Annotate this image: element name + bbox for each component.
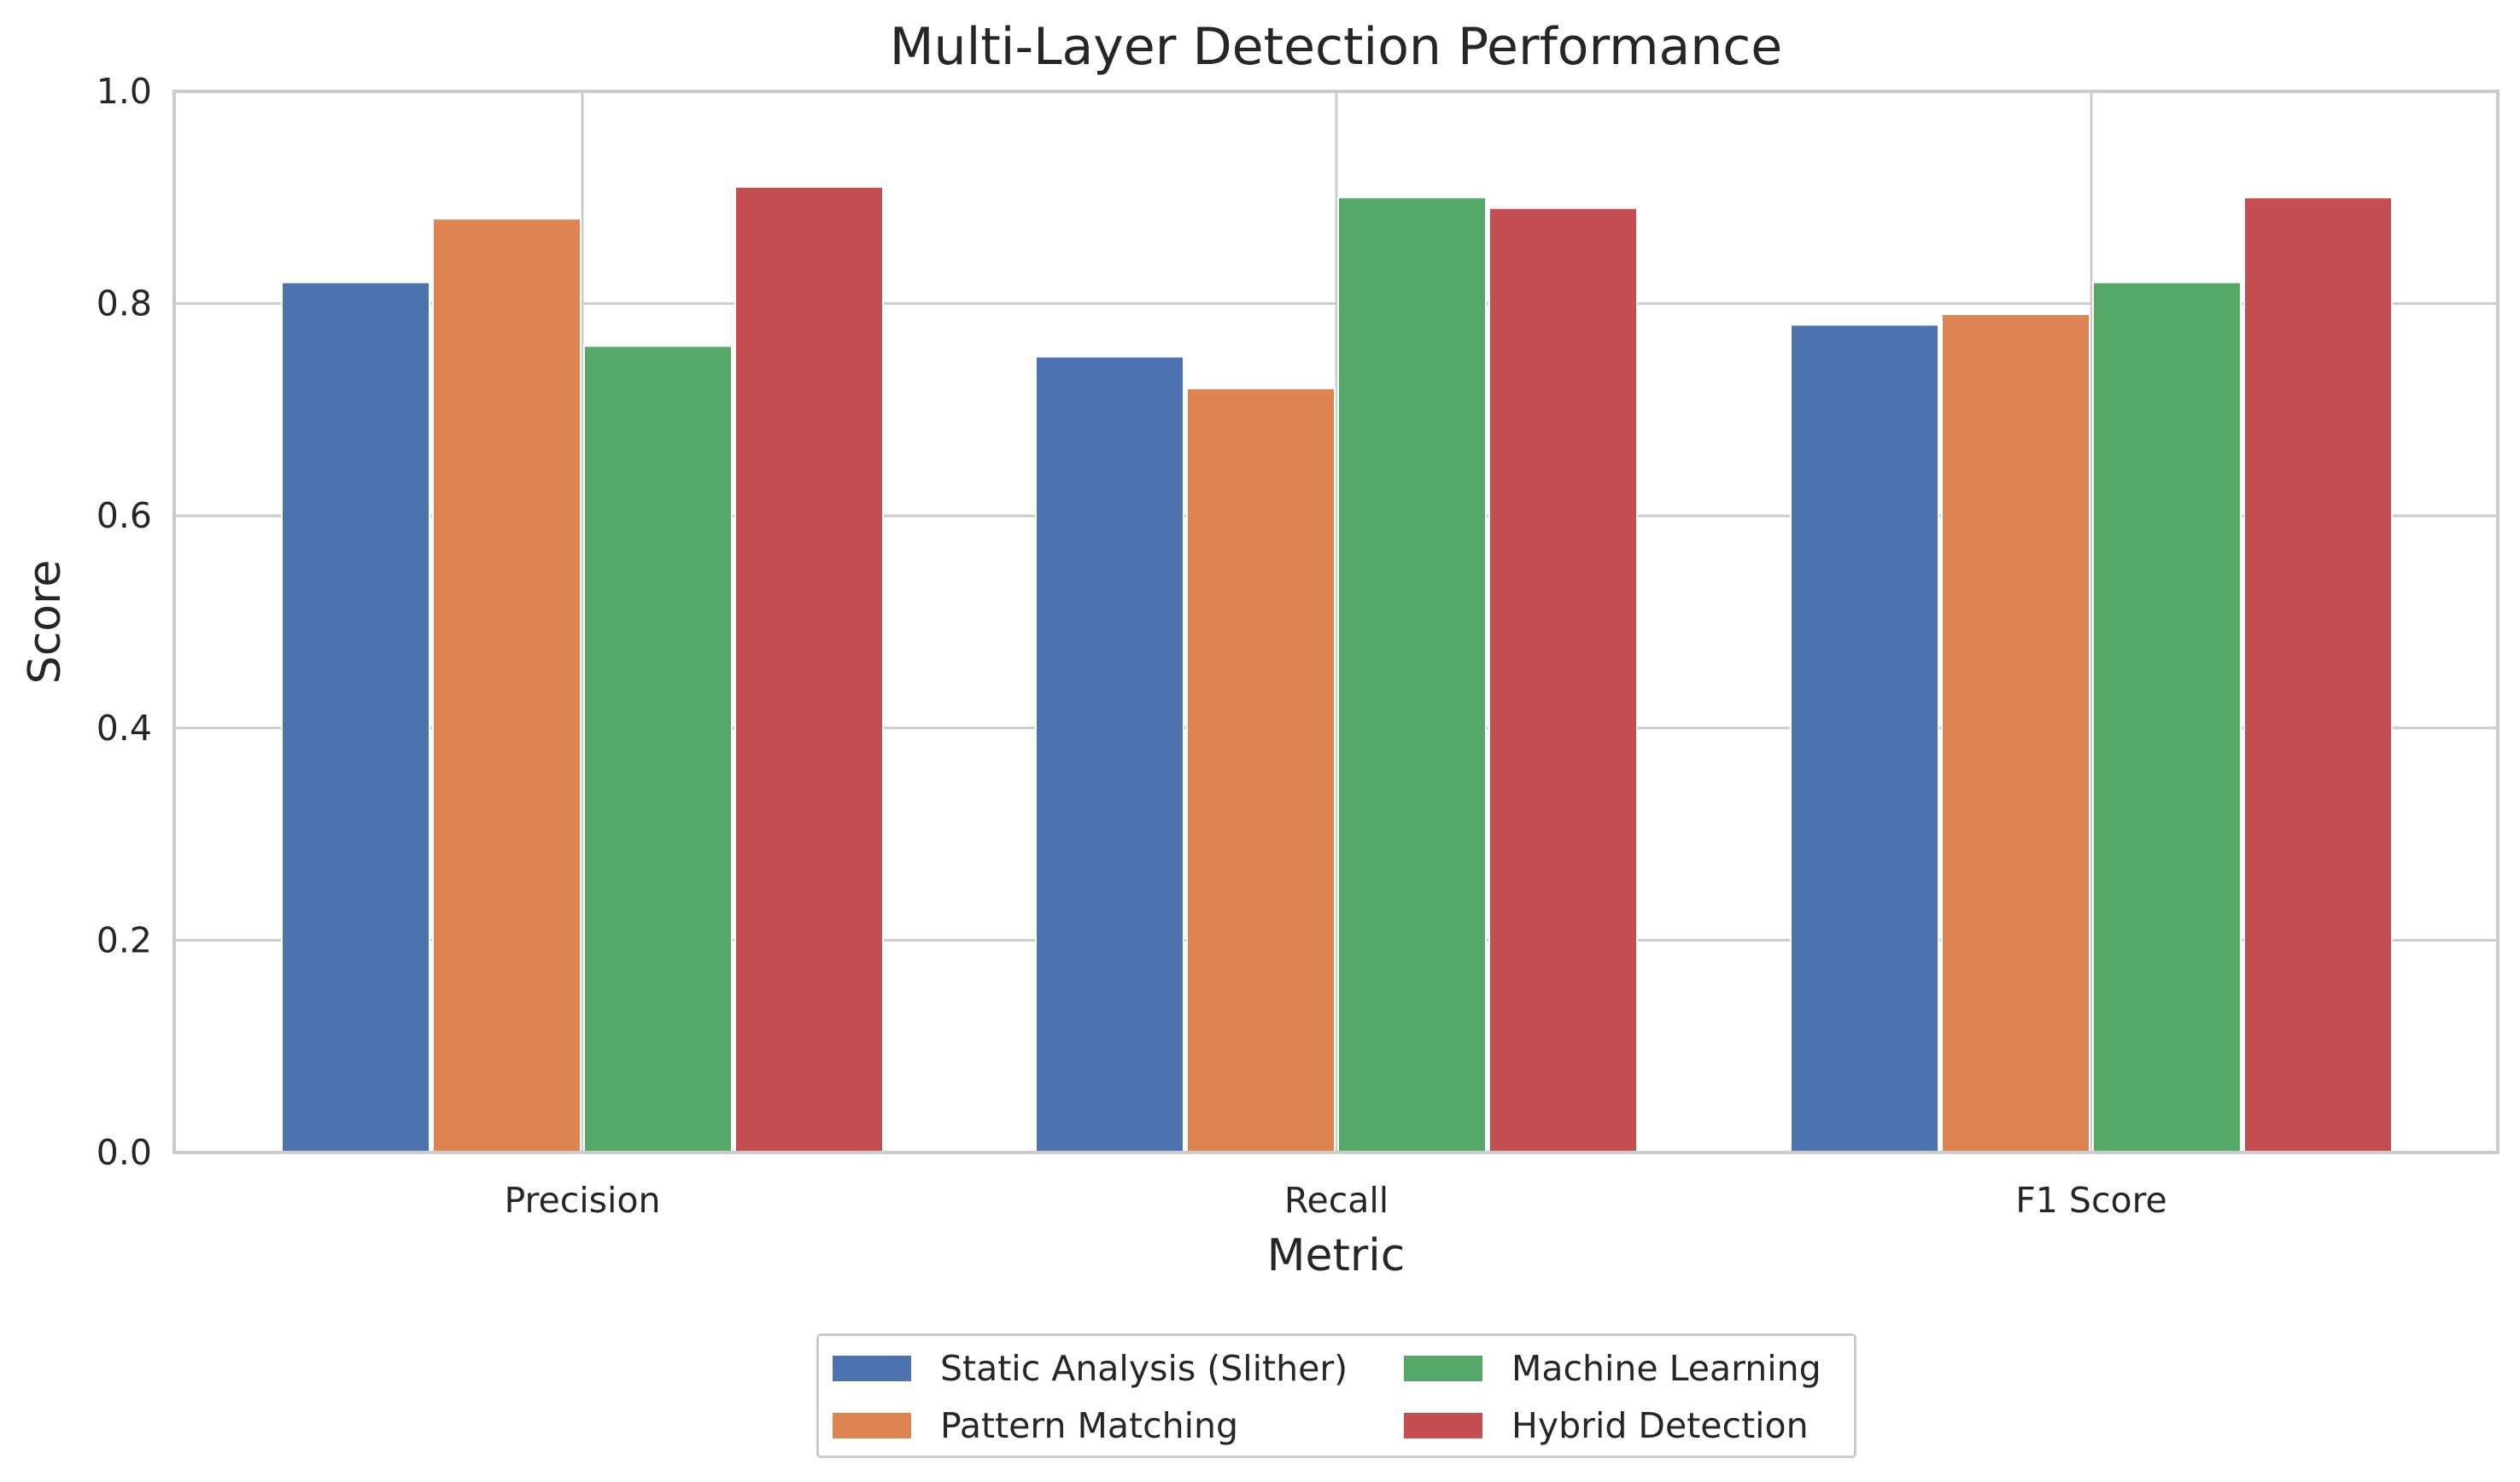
chart-title: Multi-Layer Detection Performance bbox=[890, 17, 1782, 77]
legend-label: Hybrid Detection bbox=[1511, 1405, 1809, 1446]
bar bbox=[583, 345, 733, 1153]
bars bbox=[281, 185, 2393, 1154]
bar bbox=[2243, 196, 2393, 1153]
y-tick-labels: 0.0 0.2 0.4 0.6 0.8 1.0 bbox=[96, 71, 152, 1173]
bar bbox=[734, 185, 884, 1153]
legend-item-hybrid-detection: Hybrid Detection bbox=[1404, 1405, 1809, 1446]
bar bbox=[1941, 313, 2090, 1153]
legend: Static Analysis (Slither) Pattern Matchi… bbox=[816, 1333, 1856, 1458]
plot-frame bbox=[172, 90, 2500, 1154]
legend-label: Machine Learning bbox=[1511, 1348, 1821, 1389]
bar bbox=[1790, 324, 1939, 1153]
bar bbox=[1035, 355, 1184, 1153]
y-axis-label: Score bbox=[20, 560, 71, 685]
y-tick-label: 0.6 bbox=[96, 495, 152, 536]
x-tick-labels: Precision Recall F1 Score bbox=[505, 1180, 2167, 1221]
legend-swatch bbox=[833, 1356, 911, 1381]
legend-swatch bbox=[833, 1413, 911, 1438]
legend-swatch bbox=[1404, 1356, 1482, 1381]
legend-label: Pattern Matching bbox=[940, 1405, 1239, 1446]
legend-label: Static Analysis (Slither) bbox=[940, 1348, 1348, 1389]
bar bbox=[432, 218, 582, 1153]
y-tick-label: 1.0 bbox=[96, 71, 152, 112]
x-tick-label: Precision bbox=[505, 1180, 661, 1221]
legend-item-machine-learning: Machine Learning bbox=[1404, 1348, 1821, 1389]
bar bbox=[1186, 388, 1336, 1154]
legend-item-pattern-matching: Pattern Matching bbox=[833, 1405, 1239, 1446]
legend-swatch bbox=[1404, 1413, 1482, 1438]
y-tick-label: 0.0 bbox=[96, 1132, 152, 1173]
y-tick-label: 0.4 bbox=[96, 708, 152, 749]
bar bbox=[1488, 207, 1638, 1154]
bar bbox=[2092, 281, 2242, 1153]
y-tick-label: 0.2 bbox=[96, 919, 152, 960]
legend-item-static-analysis: Static Analysis (Slither) bbox=[833, 1348, 1348, 1389]
bar bbox=[281, 281, 430, 1153]
bar bbox=[1337, 196, 1487, 1153]
x-axis-label: Metric bbox=[1267, 1230, 1406, 1281]
x-tick-label: F1 Score bbox=[2015, 1180, 2167, 1221]
x-tick-label: Recall bbox=[1284, 1180, 1389, 1221]
y-tick-label: 0.8 bbox=[96, 283, 152, 324]
